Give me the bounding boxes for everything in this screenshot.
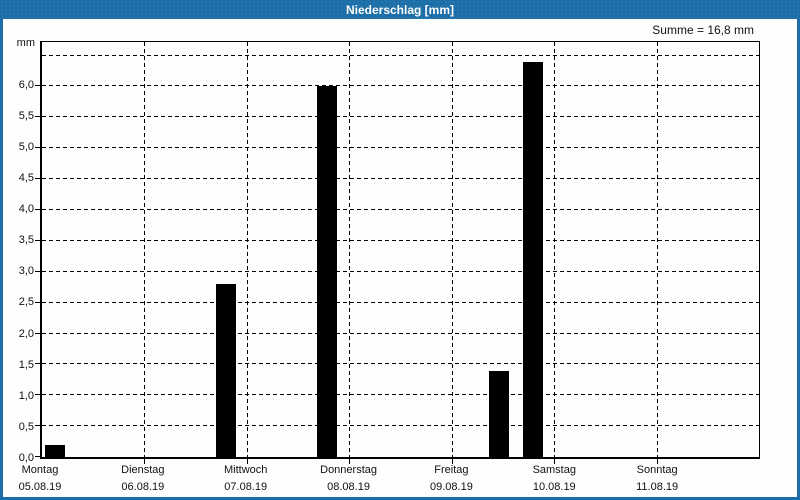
y-axis-unit-label: mm bbox=[16, 37, 35, 49]
date-label: 09.08.19 bbox=[430, 481, 473, 493]
y-tick-label: 3,5 bbox=[18, 234, 34, 247]
grid-line-horizontal bbox=[42, 54, 759, 56]
date-label: 11.08.19 bbox=[636, 481, 679, 493]
grid-line-vertical bbox=[451, 42, 453, 457]
y-tick-label: 2,0 bbox=[18, 327, 34, 340]
grid-line-vertical bbox=[349, 42, 351, 457]
y-axis-tick bbox=[35, 85, 40, 87]
precipitation-bar bbox=[45, 444, 65, 457]
date-label: 07.08.19 bbox=[224, 481, 268, 493]
grid-line-vertical bbox=[554, 42, 556, 457]
y-axis-tick bbox=[35, 332, 40, 334]
y-axis-tick bbox=[35, 147, 40, 149]
precipitation-bar bbox=[522, 61, 543, 457]
precipitation-bar bbox=[316, 86, 337, 457]
grid-line-horizontal bbox=[42, 116, 759, 118]
x-tick-label: Mittwoch 07.08.19 bbox=[198, 463, 294, 495]
day-name-label: Mittwoch bbox=[224, 464, 268, 476]
y-tick-label: 4,0 bbox=[18, 203, 34, 216]
grid-line-horizontal bbox=[42, 363, 759, 365]
x-axis-tick bbox=[554, 459, 556, 464]
y-tick-label: 0,5 bbox=[18, 420, 34, 433]
x-axis-tick bbox=[246, 459, 248, 464]
grid-line-horizontal bbox=[42, 332, 759, 334]
y-axis-tick bbox=[35, 394, 40, 396]
x-tick-label: Montag 05.08.19 bbox=[0, 463, 88, 495]
page-title: Niederschlag [mm] bbox=[345, 2, 455, 17]
y-axis-tick bbox=[35, 116, 40, 118]
y-tick-label: 1,5 bbox=[18, 358, 34, 371]
day-name-label: Donnerstag bbox=[320, 464, 377, 476]
y-axis-tick bbox=[35, 178, 40, 180]
grid-line-horizontal bbox=[42, 239, 759, 241]
day-name-label: Montag bbox=[21, 464, 59, 476]
date-label: 08.08.19 bbox=[327, 481, 370, 493]
date-label: 10.08.19 bbox=[532, 481, 576, 493]
y-tick-label: 4,5 bbox=[18, 172, 34, 185]
x-axis-tick bbox=[144, 459, 146, 464]
grid-line-horizontal bbox=[42, 425, 759, 427]
y-axis-tick bbox=[35, 239, 40, 241]
date-label: 05.08.19 bbox=[18, 481, 62, 493]
grid-line-horizontal bbox=[42, 208, 759, 210]
grid-line-horizontal bbox=[42, 270, 759, 272]
x-axis-tick bbox=[656, 459, 658, 464]
y-tick-label: 5,0 bbox=[18, 140, 34, 153]
x-tick-label: Dienstag 06.08.19 bbox=[95, 463, 191, 495]
sum-label: Summe = 16,8 mm bbox=[652, 23, 754, 37]
date-label: 06.08.19 bbox=[121, 481, 165, 493]
grid-line-horizontal bbox=[42, 301, 759, 303]
x-tick-label: Freitag 09.08.19 bbox=[403, 463, 499, 495]
grid-line-horizontal bbox=[42, 147, 759, 149]
y-axis-tick bbox=[35, 270, 40, 272]
plot-area bbox=[35, 41, 760, 464]
x-axis-tick bbox=[451, 459, 453, 464]
x-tick-label: Sonntag 11.08.19 bbox=[609, 463, 705, 495]
grid-line-vertical bbox=[144, 42, 146, 457]
grid-line-vertical bbox=[656, 42, 658, 457]
y-axis-tick bbox=[35, 456, 40, 457]
grid-line-horizontal bbox=[42, 178, 759, 180]
x-tick-label: Samstag 10.08.19 bbox=[506, 463, 602, 495]
grid-line-vertical bbox=[246, 42, 248, 457]
x-axis-tick bbox=[349, 459, 351, 464]
x-tick-label: Donnerstag 08.08.19 bbox=[301, 463, 397, 495]
y-axis-tick bbox=[35, 425, 40, 427]
y-axis-tick bbox=[35, 208, 40, 210]
day-name-label: Sonntag bbox=[636, 464, 678, 476]
day-name-label: Freitag bbox=[434, 464, 469, 476]
y-tick-label: 2,5 bbox=[18, 296, 34, 309]
y-axis-tick bbox=[35, 363, 40, 365]
precipitation-bar bbox=[489, 370, 510, 457]
grid-line-horizontal bbox=[42, 85, 759, 87]
y-tick-label: 3,0 bbox=[18, 265, 34, 278]
title-bar: Niederschlag [mm] bbox=[0, 0, 800, 19]
day-name-label: Samstag bbox=[532, 464, 576, 476]
y-tick-label: 5,5 bbox=[18, 109, 34, 122]
y-tick-label: 6,0 bbox=[18, 78, 34, 91]
grid-line-horizontal bbox=[42, 394, 759, 396]
y-axis-tick bbox=[35, 301, 40, 303]
precipitation-bar bbox=[216, 284, 237, 457]
y-tick-label: 0,0 bbox=[18, 452, 34, 464]
day-name-label: Dienstag bbox=[121, 464, 165, 476]
y-tick-label: 1,0 bbox=[18, 389, 34, 402]
